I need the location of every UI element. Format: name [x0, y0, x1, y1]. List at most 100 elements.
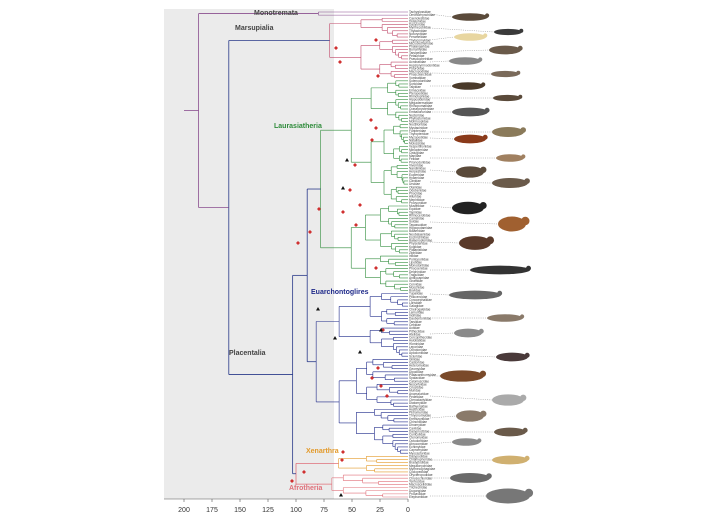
animal-head: [479, 202, 487, 209]
animal-head: [519, 28, 524, 33]
tip-label: Rhinocerotidae: [409, 213, 431, 217]
tip-label: Miniopteridae: [409, 148, 428, 152]
calibration-node-marker: [370, 138, 374, 142]
tip-label: Odobenidae: [409, 188, 427, 192]
animal-head: [524, 488, 534, 498]
tip-label: Dugongidae: [409, 489, 426, 493]
animal-head: [517, 45, 523, 51]
animal-silhouette: [470, 265, 530, 275]
tip-label: Suidae: [409, 220, 419, 224]
leader-line: [429, 395, 493, 401]
tip-label: Hystricidae: [409, 407, 425, 411]
tip-label: Procyonidae: [409, 201, 427, 205]
tip-label: Trichechidae: [409, 486, 427, 490]
tip-labels: TachyglossidaeOrnithorhynchidaeCaenolest…: [409, 10, 440, 499]
tip-label: Canidae: [409, 179, 421, 183]
fossil-node-marker: [341, 186, 345, 190]
tip-label: Monodontidae: [409, 264, 429, 268]
tip-label: Potoroidae: [409, 66, 425, 70]
tip-label: Sciuridae: [409, 354, 423, 358]
calibration-node-marker: [341, 210, 345, 214]
calibration-node-marker: [374, 38, 378, 42]
tip-label: Orycteropodidae: [409, 473, 433, 477]
axis-tick-label: 0: [406, 507, 410, 514]
tip-label: Tapiridae: [409, 210, 422, 214]
tip-label: Procaviidae: [409, 492, 426, 496]
tip-label: Viverridae: [409, 163, 424, 167]
animal-silhouette: [487, 314, 523, 322]
tip-label: Muridae: [409, 389, 421, 393]
tip-label: Cheirogaleidae: [409, 307, 431, 311]
tip-label: Hypsiprymnodontidae: [409, 63, 440, 67]
tip-label: Echimyidae: [409, 445, 426, 449]
tip-label: Ctenomyidae: [409, 436, 428, 440]
tip-label: Hominidae: [409, 342, 424, 346]
tip-label: Physeteridae: [409, 242, 428, 246]
clade-labels: Monotremata Marsupialia Laurasiatheria E…: [229, 10, 369, 492]
tip-label: Balaenopteridae: [409, 239, 432, 243]
tip-label: Cuniculidae: [409, 433, 426, 437]
tip-label: Pteropodidae: [409, 91, 428, 95]
leader-line: [429, 205, 453, 209]
tip-label: Camelidae: [409, 217, 424, 221]
tip-label: Moschidae: [409, 285, 425, 289]
animal-head: [516, 70, 521, 75]
animal-silhouette: [449, 57, 481, 65]
leader-line: [429, 27, 495, 33]
tip-label: Furipteridae: [409, 129, 426, 133]
branches: [184, 11, 408, 498]
calibration-node-marker: [379, 384, 383, 388]
tip-label: Cyclopedidae: [409, 470, 429, 474]
clade-label-marsupialia: Marsupialia: [235, 25, 274, 32]
leader-line: [429, 13, 453, 18]
clade-label-afrotheria: Afrotheria: [289, 485, 323, 492]
tip-label: Myrmecobiidae: [409, 26, 431, 30]
tip-label: Macroscelididae: [409, 483, 432, 487]
tip-label: Equidae: [409, 207, 421, 211]
tip-label: Elephantidae: [409, 495, 428, 499]
tip-label: Indriidae: [409, 314, 421, 318]
leader-line: [429, 241, 460, 244]
tip-label: Chlamyphoridae: [409, 458, 432, 462]
animal-head: [479, 370, 487, 377]
tip-label: Pontoporiidae: [409, 257, 429, 261]
tip-label: Phascolarctidae: [409, 73, 432, 77]
tip-label: Hylobatidae: [409, 339, 426, 343]
animal-silhouette: [454, 328, 482, 338]
animal-head: [480, 410, 487, 417]
calibration-node-marker: [369, 118, 373, 122]
calibration-node-marker: [317, 207, 321, 211]
animal-head: [526, 265, 531, 271]
tip-label: Rhinolophidae: [409, 95, 430, 99]
animal-head: [484, 107, 490, 113]
animal-silhouette: [450, 473, 490, 483]
animal-silhouette: [454, 33, 486, 41]
clade-label-laurasiatheria: Laurasiatheria: [274, 123, 322, 130]
animal-silhouette: [454, 134, 486, 144]
calibration-node-marker: [308, 230, 312, 234]
tip-label: Cercopithecidae: [409, 336, 432, 340]
animal-head: [518, 94, 523, 99]
tip-label: Daubentoniidae: [409, 317, 432, 321]
fossil-node-marker: [339, 493, 343, 497]
leader-line: [429, 441, 453, 445]
axis-tick-label: 175: [206, 507, 218, 514]
animal-head: [486, 473, 492, 479]
animal-silhouette: [440, 370, 484, 382]
tip-label: Pseudocheiridae: [409, 57, 433, 61]
animal-head: [520, 127, 526, 133]
tip-label: Calomyscidae: [409, 379, 429, 383]
calibration-node-marker: [334, 46, 338, 50]
tip-label: Vombatidae: [409, 76, 426, 80]
tip-label: Ziphiidae: [409, 251, 422, 255]
tip-label-band: [334, 9, 408, 499]
calibration-node-marker: [348, 188, 352, 192]
axis-tick-label: 100: [290, 507, 302, 514]
calibration-node-marker: [338, 60, 342, 64]
tip-label: Burramyidae: [409, 48, 427, 52]
clade-label-euarchontoglires: Euarchontoglires: [311, 289, 369, 296]
axis-tick-label: 125: [262, 507, 274, 514]
animal-silhouette: [498, 216, 526, 232]
